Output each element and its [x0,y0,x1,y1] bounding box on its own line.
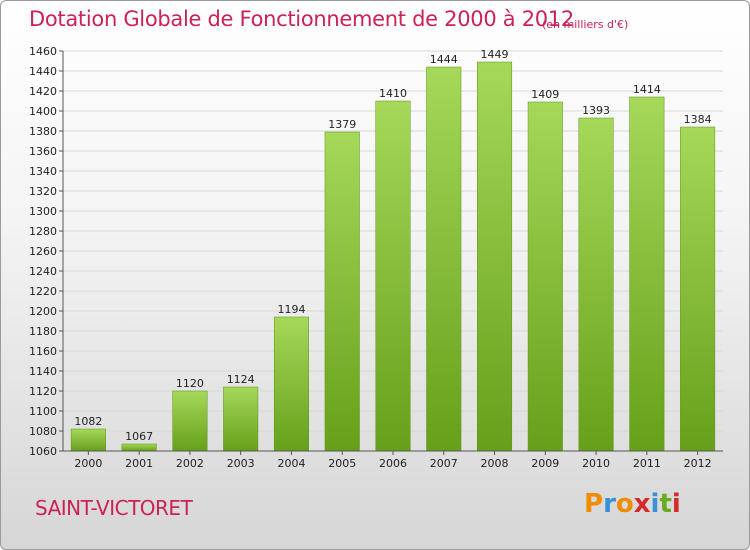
data-label: 1067 [125,430,153,443]
data-label: 1414 [633,83,661,96]
x-tick-label: 2002 [176,457,204,470]
bars: 1082 1067 1120 1124 1194 1379 1410 1444 1449 1409… [70,48,716,452]
x-tick-label: 2012 [684,457,712,470]
bar-2003 [223,386,259,452]
logo-letter: r [603,489,616,519]
chart-title: Dotation Globale de Fonctionnement de 20… [29,7,574,31]
logo-letter: x [633,489,651,519]
data-label: 1444 [430,53,458,66]
bar-2010 [578,117,614,452]
y-tick-label: 1160 [29,345,57,358]
logo-letter: o [615,489,634,519]
bar-2004 [273,316,309,452]
x-tick-label: 2003 [227,457,255,470]
y-tick-label: 1140 [29,365,57,378]
bar-2011 [629,96,665,452]
y-tick-label: 1280 [29,225,57,238]
y-tick-label: 1420 [29,85,57,98]
y-tick-label: 1120 [29,385,57,398]
y-tick-label: 1360 [29,145,57,158]
y-tick-label: 1180 [29,325,57,338]
data-label: 1124 [227,373,255,386]
x-tick-label: 2007 [430,457,458,470]
x-tick-label: 2004 [277,457,305,470]
bar-2009 [527,101,563,452]
y-tick-label: 1260 [29,245,57,258]
y-tick-label: 1320 [29,185,57,198]
bar-2008 [477,61,513,452]
chart-unit: (en milliers d'€) [542,18,629,31]
y-tick-label: 1060 [29,445,57,458]
proxiti-logo[interactable]: Proxiti [584,489,681,519]
logo-letter: i [650,489,660,519]
y-tick-label: 1080 [29,425,57,438]
bar-2006 [375,100,411,452]
bar-2001 [121,443,157,452]
y-tick-label: 1240 [29,265,57,278]
y-tick-label: 1400 [29,105,57,118]
bar-2007 [426,66,462,452]
x-tick-label: 2008 [481,457,509,470]
data-label: 1379 [328,118,356,131]
y-tick-label: 1100 [29,405,57,418]
data-label: 1120 [176,377,204,390]
data-label: 1410 [379,87,407,100]
x-tick-label: 2006 [379,457,407,470]
logo-letter: i [671,489,681,519]
data-label: 1194 [277,303,305,316]
data-label: 1409 [531,88,559,101]
bar-2002 [172,390,208,452]
x-tick-label: 2010 [582,457,610,470]
y-tick-label: 1340 [29,165,57,178]
y-tick-label: 1220 [29,285,57,298]
x-axis: 2000 2001 2002 2003 2004 2005 2006 2007 2008 2009… [63,450,723,470]
data-label: 1393 [582,104,610,117]
bar-2012 [680,126,716,452]
x-tick-label: 2009 [531,457,559,470]
y-tick-label: 1380 [29,125,57,138]
data-label: 1449 [481,48,509,61]
bar-2000 [70,428,106,452]
y-tick-label: 1460 [29,45,57,58]
bar-2005 [324,131,360,452]
logo-letter: t [659,489,672,519]
data-label: 1082 [74,415,102,428]
y-tick-label: 1300 [29,205,57,218]
logo-letter: P [584,489,604,519]
y-axis: 1060 1080 1100 1120 1140 1160 1180 1200 1220 1240… [29,45,64,458]
y-tick-label: 1200 [29,305,57,318]
x-tick-label: 2011 [633,457,661,470]
x-tick-label: 2005 [328,457,356,470]
y-tick-label: 1440 [29,65,57,78]
x-tick-label: 2001 [125,457,153,470]
data-label: 1384 [684,113,712,126]
commune-name: SAINT-VICTORET [35,496,193,520]
x-tick-label: 2000 [74,457,102,470]
